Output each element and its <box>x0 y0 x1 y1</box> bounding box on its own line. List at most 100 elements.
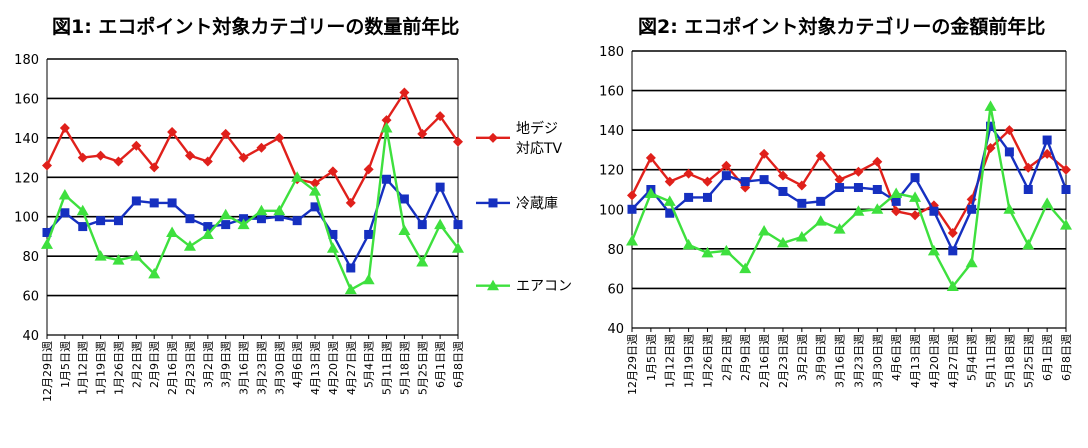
chart-quantity-yoy: 図1: エコポイント対象カテゴリーの数量前年比 40 60 80 100 120 140 1… <box>14 16 572 402</box>
data-point <box>720 244 733 256</box>
y-tick-label: 80 <box>22 250 39 265</box>
data-point <box>776 236 789 248</box>
data-point <box>291 171 304 182</box>
x-tick-label: 1月19日週 <box>95 341 108 395</box>
x-tick-label: 5月18日週 <box>1003 334 1016 388</box>
y-tick-label: 100 <box>14 211 39 226</box>
data-point <box>815 150 826 161</box>
x-tick-label: 2月23日週 <box>184 341 197 395</box>
x-tick-label: 3月30日週 <box>273 341 286 395</box>
series-line <box>630 128 1067 235</box>
data-point <box>309 185 322 196</box>
data-point <box>488 198 498 208</box>
legend-label: 地デジ <box>516 120 558 137</box>
data-point <box>238 152 249 163</box>
y-tick-label: 180 <box>599 45 624 60</box>
chart-title: 図1: エコポイント対象カテゴリーの数量前年比 <box>52 16 460 38</box>
y-tick-label: 120 <box>14 171 39 186</box>
x-tick-label: 12月29日週 <box>41 341 54 402</box>
data-point <box>795 230 808 242</box>
data-point <box>345 197 356 208</box>
data-point <box>740 177 750 187</box>
data-point <box>626 234 638 246</box>
y-tick-label: 80 <box>607 243 624 258</box>
data-point <box>274 132 285 143</box>
x-tick-label: 4月6日週 <box>291 341 304 388</box>
x-tick-label: 1月5日週 <box>645 334 658 381</box>
x-tick-label: 1月5日週 <box>59 341 72 388</box>
data-point <box>488 132 498 143</box>
data-point <box>984 100 997 111</box>
x-tick-label: 2月16日週 <box>166 341 179 395</box>
data-point <box>346 263 356 273</box>
x-tick-label: 6月1日週 <box>434 341 447 388</box>
data-point <box>326 242 339 253</box>
data-point <box>967 204 977 214</box>
data-point <box>435 182 445 192</box>
y-tick-label: 40 <box>607 322 624 337</box>
data-point <box>910 173 920 183</box>
x-tick-label: 2月16日週 <box>758 334 771 388</box>
data-point <box>1004 147 1014 157</box>
y-tick-label: 60 <box>607 282 624 297</box>
data-point <box>833 223 846 234</box>
data-point <box>796 180 807 191</box>
data-point <box>627 204 637 214</box>
x-tick-label: 1月12日週 <box>664 334 677 388</box>
data-point <box>435 111 446 122</box>
data-point <box>890 187 903 198</box>
data-point <box>130 250 143 261</box>
y-tick-label: 140 <box>14 132 39 147</box>
x-tick-label: 6月8日週 <box>1060 334 1073 381</box>
x-tick-label: 2月23日週 <box>777 334 790 388</box>
y-tick-label: 180 <box>14 53 39 68</box>
data-point <box>872 185 882 194</box>
x-tick-label: 4月6日週 <box>890 334 903 381</box>
data-point <box>221 220 231 230</box>
data-point <box>202 156 213 167</box>
x-tick-label: 2月2日週 <box>720 334 733 381</box>
data-point <box>872 156 883 167</box>
series-line <box>630 105 1067 288</box>
data-point <box>1023 185 1033 194</box>
data-point <box>185 214 195 224</box>
data-point <box>399 87 410 98</box>
data-point <box>255 204 268 216</box>
data-point <box>452 242 464 253</box>
data-point <box>41 238 53 249</box>
data-point <box>381 115 392 126</box>
data-point <box>852 205 865 216</box>
data-point <box>42 227 52 237</box>
data-point <box>380 122 393 133</box>
chart-plot: 40 60 80 100 120 140 160 180 12月29日週 1月5日週 1月12日週 1… <box>599 45 1073 395</box>
series-line <box>46 178 460 270</box>
y-tick-label: 40 <box>22 329 39 344</box>
data-point <box>364 229 374 239</box>
data-point <box>434 218 447 230</box>
data-point <box>929 206 939 216</box>
data-point <box>327 166 338 177</box>
data-point <box>682 238 695 250</box>
data-point <box>909 191 922 202</box>
y-tick-label: 100 <box>599 203 624 218</box>
data-point <box>310 178 321 189</box>
data-point <box>665 208 675 218</box>
data-point <box>201 228 214 239</box>
data-point <box>94 250 107 261</box>
data-point <box>453 220 463 230</box>
data-point <box>948 246 958 256</box>
data-point <box>739 262 752 274</box>
data-point <box>78 222 88 232</box>
x-tick-label: 3月16日週 <box>238 341 251 395</box>
legend-label: 冷蔵庫 <box>516 195 558 212</box>
x-tick-label: 1月26日週 <box>701 334 714 388</box>
data-point <box>663 195 676 206</box>
data-point <box>758 225 771 236</box>
data-point <box>184 150 195 161</box>
data-point <box>853 183 863 193</box>
legend-label: エアコン <box>516 279 572 295</box>
x-tick-label: 5月4日週 <box>363 341 376 388</box>
y-tick-label: 160 <box>599 85 624 100</box>
data-point <box>149 198 159 208</box>
data-point <box>183 240 196 251</box>
